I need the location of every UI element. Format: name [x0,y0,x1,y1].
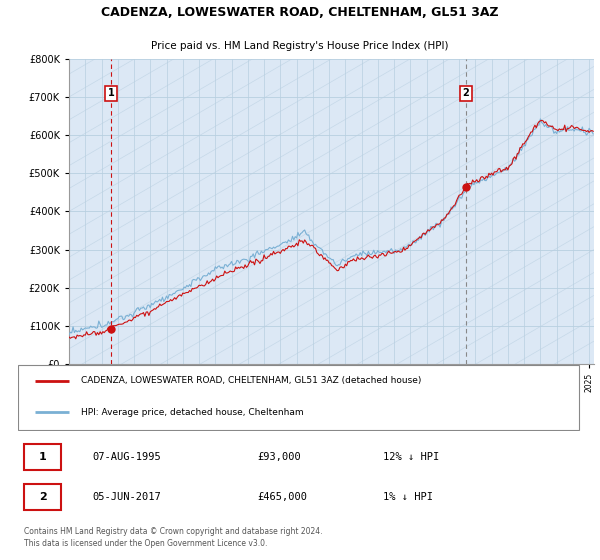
FancyBboxPatch shape [24,444,61,470]
FancyBboxPatch shape [18,365,580,430]
Text: £93,000: £93,000 [257,452,301,462]
Text: £465,000: £465,000 [257,492,307,502]
Text: CADENZA, LOWESWATER ROAD, CHELTENHAM, GL51 3AZ: CADENZA, LOWESWATER ROAD, CHELTENHAM, GL… [101,6,499,20]
Text: 1% ↓ HPI: 1% ↓ HPI [383,492,433,502]
Text: HPI: Average price, detached house, Cheltenham: HPI: Average price, detached house, Chel… [80,408,304,417]
Text: CADENZA, LOWESWATER ROAD, CHELTENHAM, GL51 3AZ (detached house): CADENZA, LOWESWATER ROAD, CHELTENHAM, GL… [80,376,421,385]
Text: 1: 1 [38,452,46,462]
Text: 12% ↓ HPI: 12% ↓ HPI [383,452,439,462]
Text: Price paid vs. HM Land Registry's House Price Index (HPI): Price paid vs. HM Land Registry's House … [151,41,449,51]
Text: 1: 1 [108,88,115,98]
Text: 2: 2 [463,88,469,98]
Text: Contains HM Land Registry data © Crown copyright and database right 2024.
This d: Contains HM Land Registry data © Crown c… [24,526,322,548]
FancyBboxPatch shape [24,484,61,510]
Text: 05-JUN-2017: 05-JUN-2017 [92,492,161,502]
Text: 07-AUG-1995: 07-AUG-1995 [92,452,161,462]
Text: 2: 2 [38,492,46,502]
